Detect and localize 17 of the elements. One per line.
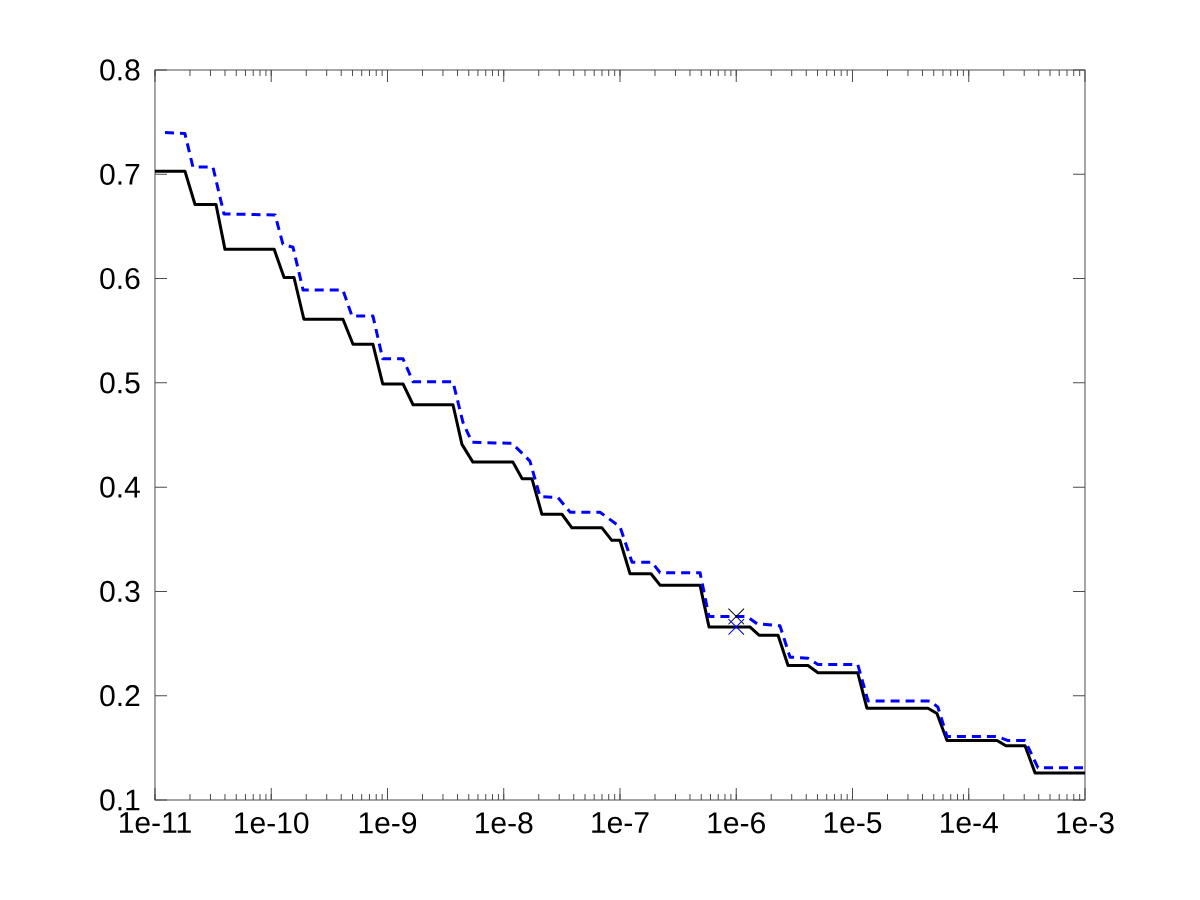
x-tick-label: 1e-9 <box>359 812 417 834</box>
y-tick-label: 0.4 <box>100 476 140 498</box>
x-tick-label: 1e-8 <box>476 812 533 834</box>
x-tick-label: 1e-4 <box>941 812 998 834</box>
x-tick-label: 1e-3 <box>1057 812 1114 834</box>
x-tick-label: 1e-10 <box>235 812 309 834</box>
y-tick-label: 0.3 <box>100 580 140 603</box>
x-tick-label: 1e-7 <box>592 812 649 834</box>
y-tick-label: 0.7 <box>100 163 140 185</box>
y-tick-label: 0.2 <box>100 685 140 707</box>
y-tick-label: 0.8 <box>100 59 140 81</box>
x-tick-label: 1e-5 <box>824 812 882 834</box>
y-tick-label: 0.1 <box>100 789 140 811</box>
y-tick-label: 0.6 <box>100 267 140 290</box>
x-tick-label: 1e-11 <box>120 812 191 834</box>
y-tick-label: 0.5 <box>100 372 140 394</box>
x-tick-label: 1e-6 <box>708 812 765 834</box>
